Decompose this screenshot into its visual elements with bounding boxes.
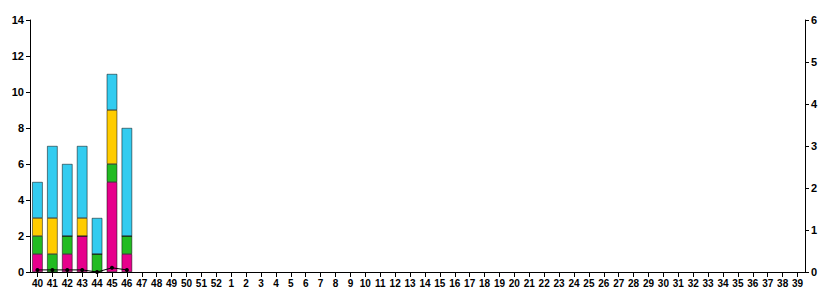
svg-text:37: 37 [762,278,774,289]
svg-text:5: 5 [288,278,294,289]
svg-text:10: 10 [360,278,372,289]
svg-text:19: 19 [494,278,506,289]
svg-text:22: 22 [539,278,551,289]
svg-text:4: 4 [273,278,279,289]
svg-text:4: 4 [18,194,25,206]
svg-text:33: 33 [703,278,715,289]
svg-text:6: 6 [303,278,309,289]
svg-text:4: 4 [811,98,818,110]
svg-text:16: 16 [449,278,461,289]
svg-text:44: 44 [92,278,104,289]
svg-text:3: 3 [258,278,264,289]
svg-text:25: 25 [583,278,595,289]
svg-text:43: 43 [77,278,89,289]
svg-text:14: 14 [12,14,25,26]
svg-text:14: 14 [419,278,431,289]
svg-text:49: 49 [166,278,178,289]
svg-text:1: 1 [811,224,817,236]
svg-text:3: 3 [811,140,817,152]
svg-text:8: 8 [333,278,339,289]
svg-text:26: 26 [598,278,610,289]
svg-text:8: 8 [18,122,24,134]
svg-text:24: 24 [568,278,580,289]
svg-text:1: 1 [228,278,234,289]
svg-text:21: 21 [524,278,536,289]
svg-text:52: 52 [211,278,223,289]
svg-text:47: 47 [136,278,148,289]
svg-text:51: 51 [196,278,208,289]
svg-text:6: 6 [811,14,817,26]
svg-text:10: 10 [12,86,24,98]
svg-text:12: 12 [390,278,402,289]
svg-text:18: 18 [479,278,491,289]
svg-text:0: 0 [811,266,817,278]
svg-text:5: 5 [811,56,817,68]
svg-text:30: 30 [658,278,670,289]
svg-text:38: 38 [777,278,789,289]
svg-text:46: 46 [121,278,133,289]
svg-text:7: 7 [318,278,324,289]
svg-text:40: 40 [32,278,44,289]
svg-text:31: 31 [673,278,685,289]
svg-text:35: 35 [732,278,744,289]
svg-text:45: 45 [106,278,118,289]
svg-text:32: 32 [688,278,700,289]
svg-text:41: 41 [47,278,59,289]
svg-text:0: 0 [18,266,24,278]
svg-text:2: 2 [811,182,817,194]
svg-text:9: 9 [348,278,354,289]
svg-text:13: 13 [404,278,416,289]
svg-text:2: 2 [18,230,24,242]
svg-text:42: 42 [62,278,74,289]
svg-text:12: 12 [12,50,24,62]
svg-text:50: 50 [181,278,193,289]
svg-text:6: 6 [18,158,24,170]
svg-text:23: 23 [554,278,566,289]
svg-text:36: 36 [747,278,759,289]
svg-text:11: 11 [375,278,386,289]
svg-text:34: 34 [717,278,729,289]
svg-text:27: 27 [613,278,625,289]
svg-text:17: 17 [464,278,476,289]
svg-text:2: 2 [243,278,249,289]
svg-text:48: 48 [151,278,163,289]
svg-text:39: 39 [792,278,804,289]
svg-text:15: 15 [434,278,446,289]
svg-text:29: 29 [643,278,655,289]
svg-text:20: 20 [509,278,521,289]
svg-text:28: 28 [628,278,640,289]
